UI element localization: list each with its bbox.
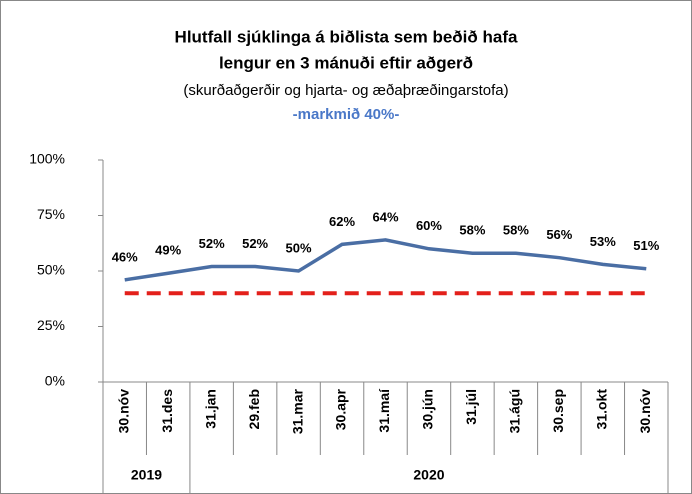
y-tick-label: 25% bbox=[37, 317, 65, 333]
x-tick-label: 29.feb bbox=[246, 389, 262, 429]
chart-title: lengur en 3 mánuði eftir aðgerð bbox=[219, 53, 473, 72]
x-tick-label: 31.ágú bbox=[507, 389, 523, 433]
x-tick-label: 30.nóv bbox=[637, 389, 653, 434]
data-label: 49% bbox=[155, 243, 181, 258]
year-label: 2019 bbox=[131, 467, 162, 483]
y-tick-label: 50% bbox=[37, 262, 65, 278]
data-label: 51% bbox=[633, 238, 659, 253]
x-tick-label: 31.maí bbox=[376, 388, 392, 433]
x-tick-label: 31.jan bbox=[202, 389, 218, 429]
x-tick-label: 31.júl bbox=[463, 389, 479, 425]
x-tick-label: 31.mar bbox=[289, 388, 305, 434]
annotation: -markmið 40%- bbox=[293, 106, 400, 123]
chart-title: Hlutfall sjúklinga á biðlista sem beðið … bbox=[175, 27, 518, 46]
year-label: 2020 bbox=[413, 467, 444, 483]
data-label: 58% bbox=[459, 223, 485, 238]
data-label: 53% bbox=[590, 234, 616, 249]
data-label: 62% bbox=[329, 214, 355, 229]
data-label: 52% bbox=[199, 236, 225, 251]
x-tick-label: 31.des bbox=[159, 389, 175, 433]
data-line bbox=[124, 238, 647, 282]
y-tick-label: 100% bbox=[29, 151, 65, 167]
x-tick-label: 30.sep bbox=[550, 389, 566, 433]
x-tick-label: 31.okt bbox=[594, 389, 610, 430]
x-tick-label: 30.nóv bbox=[115, 389, 131, 434]
x-tick-label: 30.jún bbox=[420, 389, 436, 429]
chart-subtitle: (skurðaðgerðir og hjarta- og æðaþræðinga… bbox=[183, 82, 508, 99]
data-label: 64% bbox=[372, 209, 398, 224]
data-label: 50% bbox=[286, 240, 312, 255]
data-label: 60% bbox=[416, 218, 442, 233]
y-tick-label: 0% bbox=[45, 373, 65, 389]
data-label: 58% bbox=[503, 223, 529, 238]
y-tick-label: 75% bbox=[37, 206, 65, 222]
data-label: 56% bbox=[546, 227, 572, 242]
x-tick-label: 30.apr bbox=[333, 388, 349, 430]
data-label: 46% bbox=[112, 249, 138, 264]
data-label: 52% bbox=[242, 236, 268, 251]
